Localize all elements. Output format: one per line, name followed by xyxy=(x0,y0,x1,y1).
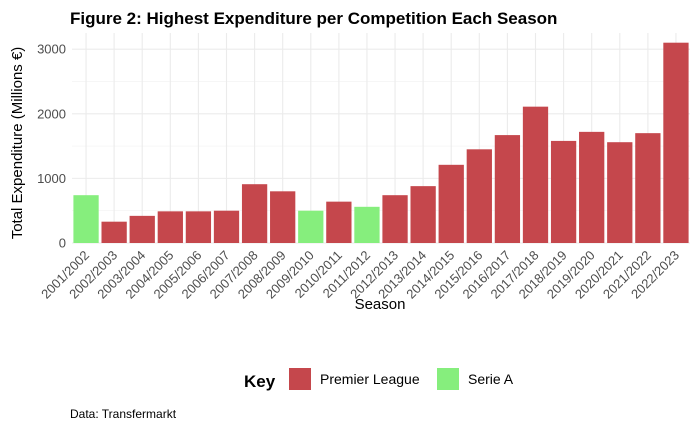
bar-2007-2008 xyxy=(241,184,268,243)
bar-2010-2011 xyxy=(326,201,352,243)
bar-2003-2004 xyxy=(129,215,155,243)
chart-title: Figure 2: Highest Expenditure per Compet… xyxy=(70,9,557,28)
y-tick-label: 3000 xyxy=(37,42,66,57)
bar-2015-2016 xyxy=(466,149,492,243)
legend-label-premier-league: Premier League xyxy=(320,371,420,387)
legend-label-serie-a: Serie A xyxy=(468,371,514,387)
legend-swatch-serie-a xyxy=(437,368,459,390)
bar-2012-2013 xyxy=(382,195,408,243)
y-tick-label: 2000 xyxy=(37,106,66,121)
legend: Key Premier League Serie A xyxy=(244,368,514,391)
bar-2011-2012 xyxy=(354,206,380,243)
bar-2017-2018 xyxy=(522,106,549,244)
bar-2006-2007 xyxy=(213,210,240,243)
bar-2020-2021 xyxy=(607,142,633,243)
data-source-caption: Data: Transfermarkt xyxy=(70,407,177,421)
y-tick-labels: 0 1000 2000 3000 xyxy=(37,42,66,251)
y-tick-label: 1000 xyxy=(37,171,66,186)
bar-2014-2015 xyxy=(438,164,464,243)
bar-2018-2019 xyxy=(550,140,577,243)
y-tick-label: 0 xyxy=(59,236,66,251)
x-tick-labels: 2001/20022002/20032003/20042004/20052005… xyxy=(38,248,682,302)
bar-2002-2003 xyxy=(101,221,127,243)
bar-2022-2023 xyxy=(663,42,689,243)
legend-swatch-premier-league xyxy=(289,368,311,390)
bar-2004-2005 xyxy=(157,211,183,243)
y-axis-title: Total Expenditure (Millions €) xyxy=(9,47,26,240)
bar-2021-2022 xyxy=(635,133,661,243)
legend-title: Key xyxy=(244,372,276,391)
bar-2016-2017 xyxy=(494,135,521,243)
bars xyxy=(73,42,689,244)
bar-2009-2010 xyxy=(298,210,324,243)
bar-2013-2014 xyxy=(410,186,436,243)
x-axis-title: Season xyxy=(355,296,406,313)
bar-2008-2009 xyxy=(270,191,296,243)
bar-2019-2020 xyxy=(579,131,605,243)
bar-2001-2002 xyxy=(73,195,99,243)
bar-2005-2006 xyxy=(185,211,212,243)
